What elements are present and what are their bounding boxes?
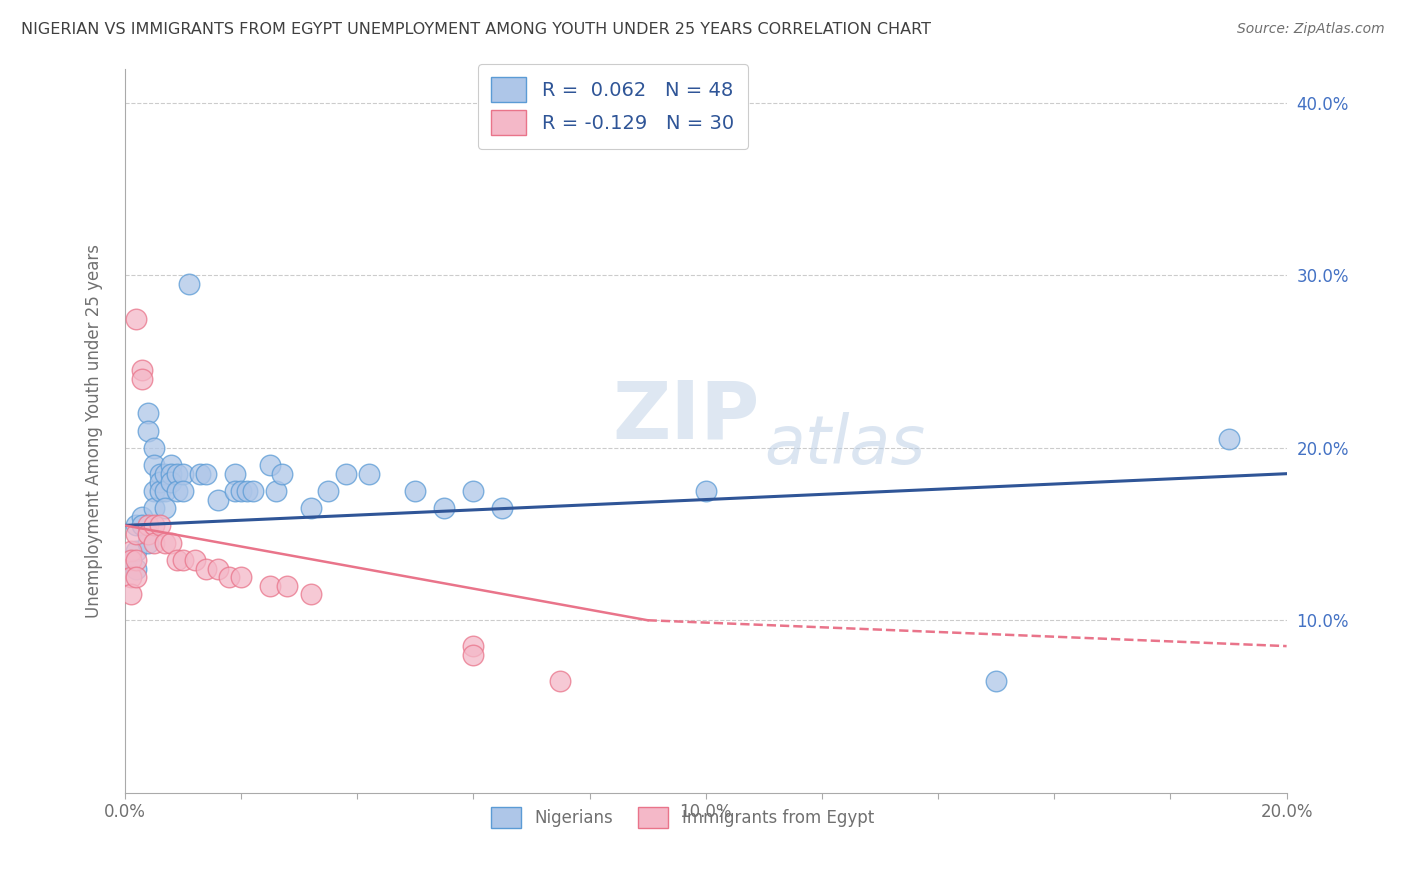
Text: NIGERIAN VS IMMIGRANTS FROM EGYPT UNEMPLOYMENT AMONG YOUTH UNDER 25 YEARS CORREL: NIGERIAN VS IMMIGRANTS FROM EGYPT UNEMPL… bbox=[21, 22, 931, 37]
Text: atlas: atlas bbox=[763, 412, 925, 478]
Point bbox=[463, 639, 485, 653]
Point bbox=[125, 570, 148, 584]
Point bbox=[149, 475, 172, 490]
Point bbox=[242, 483, 264, 498]
Point bbox=[491, 501, 513, 516]
Point bbox=[1218, 432, 1240, 446]
Point bbox=[160, 535, 183, 549]
Point bbox=[433, 501, 456, 516]
Text: Source: ZipAtlas.com: Source: ZipAtlas.com bbox=[1237, 22, 1385, 37]
Point bbox=[142, 535, 165, 549]
Point bbox=[195, 561, 218, 575]
Point bbox=[120, 587, 142, 601]
Point bbox=[218, 570, 240, 584]
Point bbox=[299, 587, 322, 601]
Point bbox=[183, 553, 205, 567]
Point bbox=[166, 553, 188, 567]
Point bbox=[207, 492, 229, 507]
Point bbox=[259, 579, 281, 593]
Point bbox=[142, 458, 165, 472]
Point bbox=[120, 544, 142, 558]
Point bbox=[149, 518, 172, 533]
Point bbox=[172, 467, 194, 481]
Point bbox=[125, 553, 148, 567]
Point bbox=[986, 673, 1008, 688]
Point bbox=[155, 535, 177, 549]
Point bbox=[259, 458, 281, 472]
Point bbox=[160, 458, 183, 472]
Point bbox=[131, 518, 153, 533]
Point bbox=[155, 467, 177, 481]
Point bbox=[149, 483, 172, 498]
Y-axis label: Unemployment Among Youth under 25 years: Unemployment Among Youth under 25 years bbox=[86, 244, 103, 617]
Point bbox=[463, 483, 485, 498]
Point bbox=[142, 501, 165, 516]
Point bbox=[136, 424, 159, 438]
Point bbox=[155, 483, 177, 498]
Point bbox=[550, 673, 572, 688]
Point bbox=[195, 467, 218, 481]
Point bbox=[224, 467, 246, 481]
Point bbox=[270, 467, 292, 481]
Point bbox=[160, 475, 183, 490]
Point bbox=[125, 311, 148, 326]
Point bbox=[149, 467, 172, 481]
Point bbox=[276, 579, 298, 593]
Point bbox=[207, 561, 229, 575]
Point bbox=[136, 527, 159, 541]
Point bbox=[125, 527, 148, 541]
Point bbox=[316, 483, 339, 498]
Point bbox=[335, 467, 357, 481]
Point bbox=[120, 553, 142, 567]
Point bbox=[264, 483, 287, 498]
Point bbox=[229, 483, 252, 498]
Point bbox=[131, 509, 153, 524]
Point bbox=[172, 553, 194, 567]
Legend: Nigerians, Immigrants from Egypt: Nigerians, Immigrants from Egypt bbox=[485, 800, 880, 835]
Point bbox=[229, 570, 252, 584]
Point bbox=[136, 406, 159, 420]
Point bbox=[404, 483, 426, 498]
Point bbox=[125, 561, 148, 575]
Point bbox=[166, 483, 188, 498]
Point bbox=[142, 441, 165, 455]
Point bbox=[463, 648, 485, 662]
Point bbox=[125, 518, 148, 533]
Point bbox=[624, 70, 647, 84]
Point bbox=[357, 467, 380, 481]
Point bbox=[142, 483, 165, 498]
Point bbox=[177, 277, 200, 291]
Point bbox=[131, 372, 153, 386]
Point bbox=[695, 483, 717, 498]
Point bbox=[160, 467, 183, 481]
Point bbox=[125, 544, 148, 558]
Point bbox=[224, 483, 246, 498]
Point bbox=[131, 363, 153, 377]
Point bbox=[172, 483, 194, 498]
Text: ZIP: ZIP bbox=[613, 377, 761, 455]
Point bbox=[120, 570, 142, 584]
Point bbox=[136, 535, 159, 549]
Point bbox=[188, 467, 211, 481]
Point bbox=[155, 501, 177, 516]
Point bbox=[299, 501, 322, 516]
Point bbox=[136, 518, 159, 533]
Point bbox=[166, 467, 188, 481]
Point bbox=[142, 518, 165, 533]
Point bbox=[236, 483, 259, 498]
